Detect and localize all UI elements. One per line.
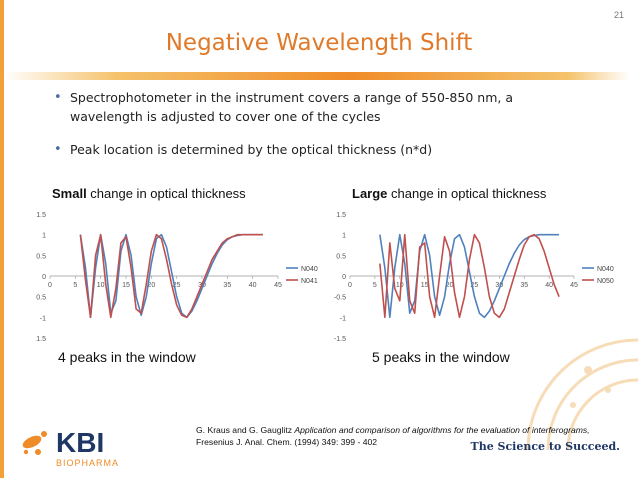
right-peak-note: 5 peaks in the window: [372, 349, 510, 365]
left-chart: 1.510.500.5-11.50 5 10 15 20 25 30 35 40 45N040N0…: [36, 212, 318, 343]
right-chart-heading-emph: Large: [352, 186, 388, 201]
x-tick-label: 45: [274, 282, 282, 289]
x-tick-label: 5: [73, 282, 77, 289]
x-tick-label: 35: [520, 282, 528, 289]
series-line-n050: [379, 233, 560, 319]
x-tick-label: 45: [570, 282, 578, 289]
x-tick-label: 0: [48, 282, 52, 289]
left-chart-heading-rest: change in optical thickness: [86, 186, 246, 201]
y-tick-label: -1: [40, 315, 46, 322]
y-tick-label: 1: [42, 233, 46, 240]
x-tick-label: 25: [471, 282, 479, 289]
x-tick-label: 15: [122, 282, 130, 289]
x-tick-label: 25: [173, 282, 181, 289]
right-chart-heading-rest: change in optical thickness: [387, 186, 547, 201]
y-tick-label: 0.5: [36, 295, 46, 302]
x-tick-label: 15: [421, 282, 429, 289]
corner-decoration: [526, 338, 638, 450]
y-tick-label: 0: [342, 274, 346, 281]
reference-title: Application and comparison of algorithms…: [294, 425, 590, 435]
legend-label: N040: [301, 266, 318, 273]
bullet-dot-icon: •: [54, 90, 62, 105]
y-tick-label: -0.5: [334, 295, 346, 302]
slide-title: Negative Wavelength Shift: [165, 30, 473, 56]
right-chart-heading: Large change in optical thickness: [352, 186, 546, 201]
reference-authors: G. Kraus and G. Gauglitz: [196, 425, 295, 435]
x-tick-label: 20: [147, 282, 155, 289]
left-chart-heading-emph: Small: [52, 186, 87, 201]
y-tick-label: 1.5: [36, 336, 46, 343]
bullet-text: Spectrophotometer in the instrument cove…: [70, 90, 513, 124]
x-tick-label: 35: [223, 282, 231, 289]
left-chart-heading: Small change in optical thickness: [52, 186, 246, 201]
x-tick-label: 10: [396, 282, 404, 289]
tagline: The Science to Succeed.: [470, 440, 620, 453]
y-tick-label: 0.5: [36, 253, 46, 260]
left-peak-note: 4 peaks in the window: [58, 349, 196, 365]
y-tick-label: 0.5: [336, 253, 346, 260]
series-line-n041: [79, 233, 263, 319]
x-tick-label: 30: [495, 282, 503, 289]
logo-subtitle: BIOPHARMA: [56, 458, 119, 468]
x-tick-label: 5: [373, 282, 377, 289]
legend-label: N041: [301, 278, 318, 285]
x-tick-label: 10: [97, 282, 105, 289]
slide-accent-bar: [0, 0, 4, 478]
bullet-dot-icon: •: [54, 142, 62, 157]
right-chart: 1.510.50-0.5-1-1.50 5 10 15 20 25 30 35 40 45N040…: [334, 212, 614, 343]
bullet-list: • Spectrophotometer in the instrument co…: [54, 88, 574, 173]
page-number: 21: [613, 10, 624, 20]
legend-label: N040: [597, 266, 614, 273]
y-tick-label: -1: [340, 315, 346, 322]
x-tick-label: 0: [348, 282, 352, 289]
reference-citation: G. Kraus and G. Gauglitz Application and…: [196, 424, 626, 448]
title-divider: [4, 72, 630, 80]
y-tick-label: 1: [342, 233, 346, 240]
x-tick-label: 40: [545, 282, 553, 289]
y-tick-label: -1.5: [334, 336, 346, 343]
logo-wordmark: KBI: [56, 427, 104, 458]
bullet-item: • Spectrophotometer in the instrument co…: [54, 88, 574, 126]
kbi-logo: KBI BIOPHARMA: [22, 427, 119, 468]
reference-journal: Fresenius J. Anal. Chem. (1994) 349: 399…: [196, 437, 378, 447]
x-tick-label: 20: [446, 282, 454, 289]
bullet-item: • Peak location is determined by the opt…: [54, 140, 574, 159]
y-tick-label: 1.5: [336, 212, 346, 219]
y-tick-label: 0: [42, 274, 46, 281]
legend-label: N050: [597, 278, 614, 285]
y-tick-label: 1.5: [36, 212, 46, 219]
x-tick-label: 40: [249, 282, 257, 289]
bullet-text: Peak location is determined by the optic…: [70, 142, 433, 157]
